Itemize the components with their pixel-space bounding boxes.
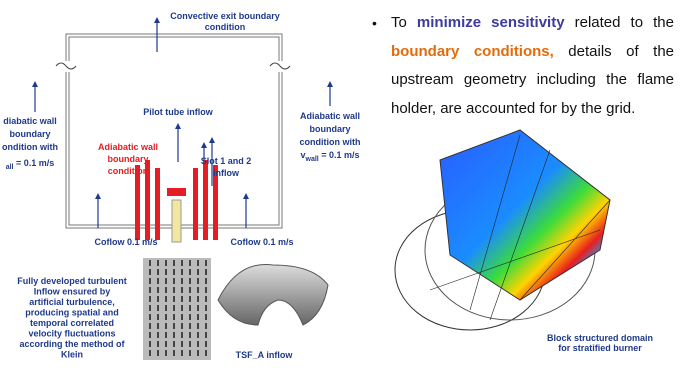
bullet-run: minimize sensitivity	[417, 14, 565, 31]
slide: Convective exit boundaryconditiondiabati…	[0, 0, 680, 368]
label: for stratified burner	[558, 343, 642, 353]
inflow-field	[143, 258, 328, 360]
label: condition with	[300, 137, 361, 147]
label: temporal correlated	[30, 318, 114, 328]
label: condition	[108, 166, 149, 176]
label: boundary	[309, 124, 350, 134]
label: Coflow 0.1 m/s	[94, 237, 157, 247]
velocity-rest: = 0.1 m/s	[14, 158, 55, 168]
label: boundary	[9, 129, 50, 139]
label: Fully developed turbulent	[17, 276, 127, 286]
label: diabatic wall	[3, 116, 57, 126]
label: Klein	[61, 350, 83, 360]
velocity-rest: = 0.1 m/s	[319, 150, 360, 160]
label: Inflow ensured by	[34, 287, 111, 297]
label: Pilot tube inflow	[143, 107, 213, 117]
label: Adiabatic wall	[300, 111, 360, 121]
label: producing spatial and	[25, 308, 119, 318]
velocity-label: all = 0.1 m/s	[6, 158, 55, 171]
velocity-label: vwall = 0.1 m/s	[300, 150, 359, 163]
label: Block structured domain	[547, 333, 653, 343]
label: TSF_A inflow	[236, 350, 294, 360]
bullet-text: •To minimize sensitivity related to the …	[372, 9, 674, 123]
label: Slot 1 and 2	[201, 156, 252, 166]
label: ondition with	[2, 142, 58, 152]
velocity-subscript: wall	[305, 156, 319, 163]
label: according the method of	[19, 339, 125, 349]
bullet-run: To	[391, 14, 417, 31]
bullet-run: boundary conditions,	[391, 43, 554, 60]
bullet-run: related to the	[565, 14, 674, 31]
velocity-subscript: all	[6, 164, 14, 171]
arrows	[35, 20, 330, 228]
label: condition	[205, 22, 246, 32]
label: artificial turbulence,	[29, 297, 115, 307]
label: Coflow 0.1 m/s	[230, 237, 293, 247]
label: Convective exit boundary	[170, 11, 280, 21]
label: boundary	[107, 154, 148, 164]
label: velocity fluctuations	[28, 329, 115, 339]
label: inflow	[213, 168, 240, 178]
cfd-domain	[395, 130, 610, 330]
domain-box	[56, 34, 290, 228]
label: Adiabatic wall	[98, 142, 158, 152]
